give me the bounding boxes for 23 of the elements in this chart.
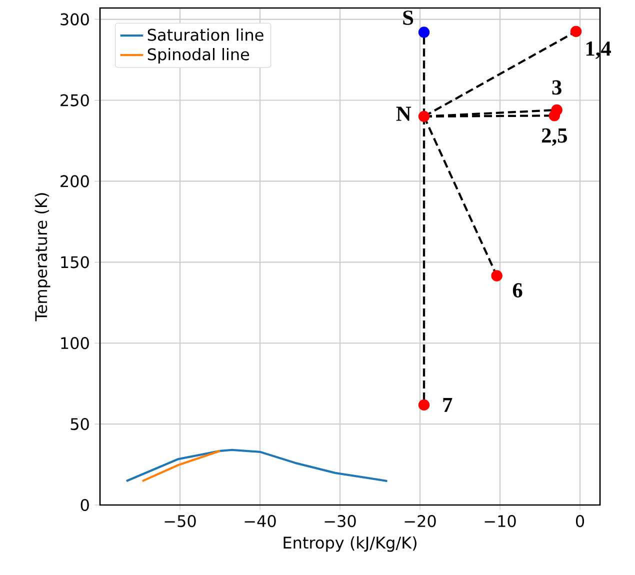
x-tick-label: −40	[244, 515, 276, 528]
x-tick-label: −50	[164, 515, 196, 528]
y-tick-label: 200	[60, 175, 89, 188]
y-tick-label: 100	[61, 337, 89, 350]
y-tick-label: 50	[70, 418, 89, 430]
annotation: S	[403, 10, 414, 25]
y-tick-label: 0	[80, 498, 89, 512]
legend-label: Saturation line	[148, 28, 264, 41]
legend-label: Spinodal line	[148, 48, 250, 64]
x-tick-label: −20	[404, 515, 436, 528]
x-tick-label: −30	[324, 515, 356, 528]
x-axis-title: Entropy (kJ/Kg/K)	[284, 536, 416, 552]
x-tick-label: 0	[576, 515, 584, 528]
annotation: 3	[552, 80, 562, 95]
annotation: 6	[512, 283, 522, 298]
x-tick-label: −10	[484, 515, 516, 528]
y-axis-title: Temperature (K)	[34, 193, 50, 322]
annotation: N	[396, 106, 412, 121]
y-tick-label: 150	[61, 256, 89, 268]
y-tick-label: 300	[60, 13, 89, 26]
y-tick-label: 250	[60, 94, 89, 106]
annotation: 2,5	[542, 128, 567, 146]
annotation: 7	[443, 398, 452, 412]
